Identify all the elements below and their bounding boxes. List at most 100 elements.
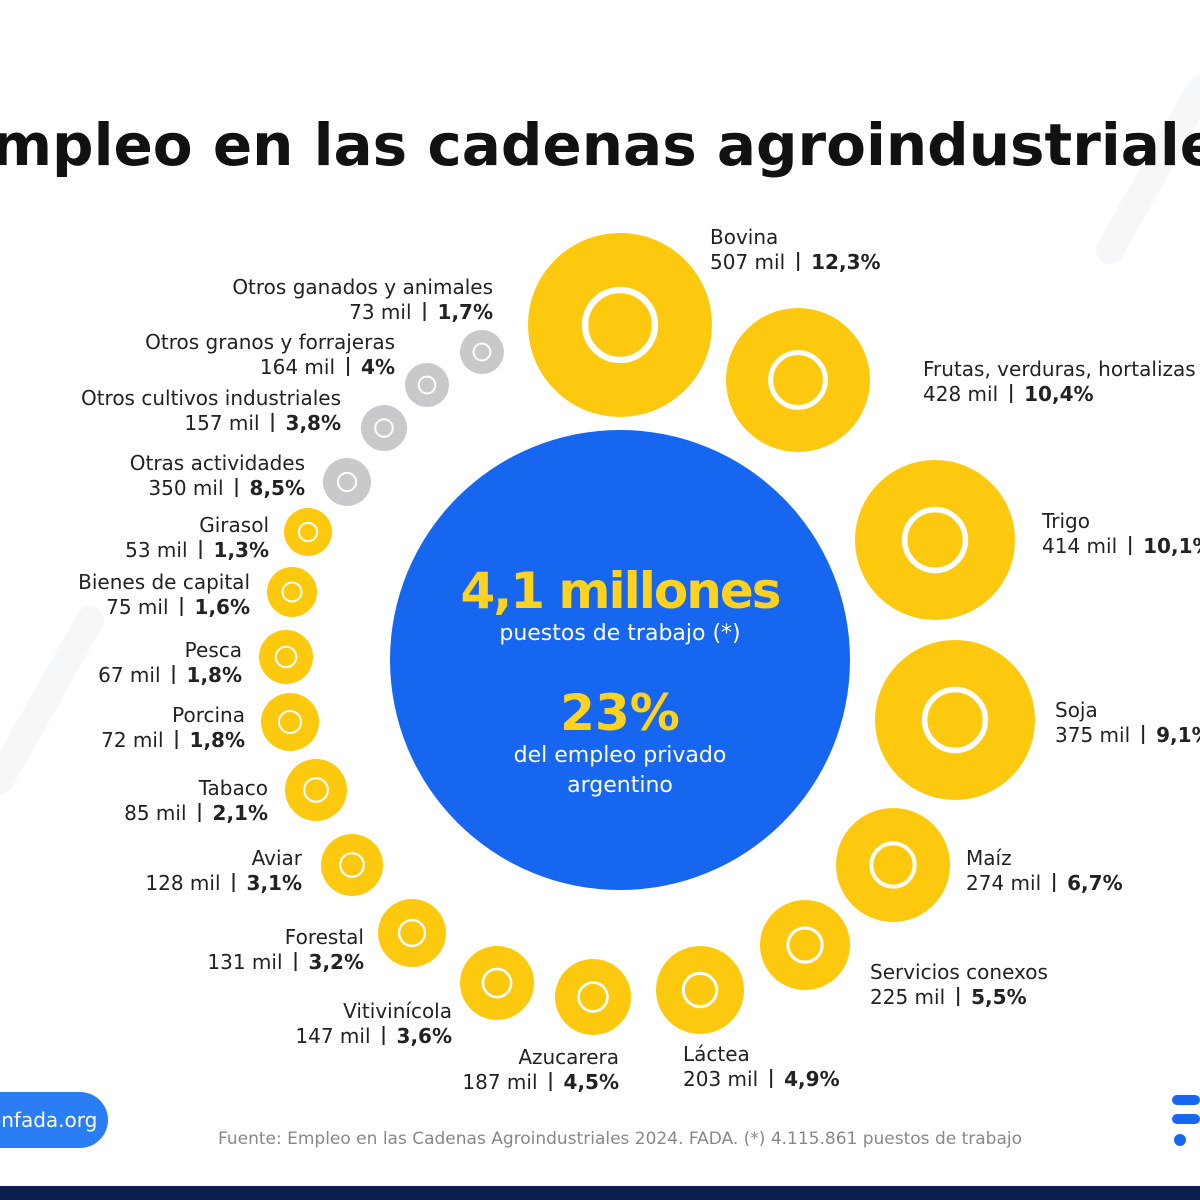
item-circle bbox=[284, 508, 332, 556]
item-name: Pesca bbox=[185, 638, 242, 662]
item-share: 5,5% bbox=[971, 985, 1026, 1009]
headline-sub: puestos de trabajo (*) bbox=[499, 621, 740, 646]
item-circle bbox=[760, 900, 850, 990]
item-name: Tabaco bbox=[198, 776, 268, 800]
item-jobs: 350 mil bbox=[148, 476, 223, 500]
item-jobs: 157 mil bbox=[184, 411, 259, 435]
item-circle bbox=[726, 308, 870, 452]
item-jobs: 53 mil bbox=[125, 538, 187, 562]
item-jobs: 147 mil bbox=[295, 1024, 370, 1048]
item-share: 4,9% bbox=[784, 1067, 839, 1091]
item-share: 1,7% bbox=[438, 300, 493, 324]
item-jobs: 164 mil bbox=[260, 355, 335, 379]
item-name: Aviar bbox=[252, 846, 303, 870]
item-icon bbox=[581, 286, 659, 364]
item-icon bbox=[786, 926, 824, 964]
item-jobs: 128 mil bbox=[145, 871, 220, 895]
item-name: Bienes de capital bbox=[78, 570, 250, 594]
item-circle bbox=[460, 330, 504, 374]
item-icon bbox=[901, 506, 969, 574]
item-jobs: 67 mil bbox=[98, 663, 160, 687]
item-jobs: 85 mil bbox=[124, 801, 186, 825]
item-name: Soja bbox=[1055, 698, 1098, 722]
item-icon bbox=[336, 471, 358, 493]
item-icon bbox=[869, 841, 917, 889]
item-share: 6,7% bbox=[1067, 871, 1122, 895]
item-name: Otros granos y forrajeras bbox=[145, 330, 395, 354]
item-icon bbox=[277, 709, 303, 735]
item-name: Frutas, verduras, hortalizas bbox=[923, 357, 1196, 381]
item-icon bbox=[472, 342, 492, 362]
title: Empleo en las cadenas agroindustriales bbox=[0, 111, 1200, 179]
item-jobs: 187 mil bbox=[462, 1070, 537, 1094]
item-share: 2,1% bbox=[213, 801, 268, 825]
item-circle bbox=[855, 460, 1015, 620]
item-share: 10,4% bbox=[1024, 382, 1093, 406]
item-name: Girasol bbox=[199, 513, 269, 537]
item-circle bbox=[267, 567, 317, 617]
item-circle bbox=[405, 363, 449, 407]
item-circle bbox=[323, 458, 371, 506]
item-icon bbox=[921, 686, 989, 754]
item-icon bbox=[577, 981, 609, 1013]
item-name: Vitivinícola bbox=[343, 999, 452, 1023]
item-share: 3,8% bbox=[286, 411, 341, 435]
item-icon bbox=[397, 918, 427, 948]
item-name: Porcina bbox=[172, 703, 245, 727]
share-sub: argentino bbox=[567, 773, 673, 798]
item-jobs: 274 mil bbox=[966, 871, 1041, 895]
item-name: Otras actividades bbox=[130, 451, 305, 475]
item-share: 3,6% bbox=[397, 1024, 452, 1048]
site-pill bbox=[0, 1092, 108, 1148]
share: 23% bbox=[560, 684, 680, 742]
item-name: Bovina bbox=[710, 225, 778, 249]
item-jobs: 225 mil bbox=[870, 985, 945, 1009]
center-circle bbox=[390, 430, 850, 890]
item-share: 3,2% bbox=[309, 950, 364, 974]
item-share: 1,8% bbox=[187, 663, 242, 687]
item-icon bbox=[417, 375, 437, 395]
item-circle bbox=[361, 405, 407, 451]
item-share: 12,3% bbox=[811, 250, 880, 274]
share-sub: del empleo privado bbox=[514, 743, 727, 768]
item-jobs: 203 mil bbox=[683, 1067, 758, 1091]
item-name: Otros ganados y animales bbox=[232, 275, 493, 299]
item-icon bbox=[303, 777, 329, 803]
item-circle bbox=[321, 834, 383, 896]
item-share: 8,5% bbox=[250, 476, 305, 500]
item-circle bbox=[460, 946, 534, 1020]
item-icon bbox=[274, 645, 298, 669]
item-circle bbox=[285, 759, 347, 821]
source: Fuente: Empleo en las Cadenas Agroindust… bbox=[218, 1129, 1022, 1149]
item-circle bbox=[555, 959, 631, 1035]
item-circle bbox=[261, 693, 319, 751]
item-jobs: 131 mil bbox=[207, 950, 282, 974]
item-name: Otros cultivos industriales bbox=[81, 386, 341, 410]
item-jobs: 375 mil bbox=[1055, 723, 1130, 747]
item-circle bbox=[378, 899, 446, 967]
logo bbox=[1172, 1095, 1200, 1146]
item-icon bbox=[481, 967, 513, 999]
item-icon bbox=[374, 418, 394, 438]
item-circle bbox=[836, 808, 950, 922]
item-share: 4,5% bbox=[564, 1070, 619, 1094]
item-share: 10,1% bbox=[1143, 534, 1200, 558]
item-share: 3,1% bbox=[247, 871, 302, 895]
item-circle bbox=[528, 233, 712, 417]
item-circle bbox=[259, 630, 313, 684]
item-icon bbox=[681, 971, 719, 1009]
item-jobs: 72 mil bbox=[101, 728, 163, 752]
item-share: 1,3% bbox=[214, 538, 269, 562]
decoration bbox=[0, 76, 1200, 794]
item-circle bbox=[656, 946, 744, 1034]
item-jobs: 414 mil bbox=[1042, 534, 1117, 558]
site: confada.org bbox=[0, 1108, 97, 1132]
item-icon bbox=[281, 581, 303, 603]
item-jobs: 75 mil bbox=[106, 595, 168, 619]
item-jobs: 428 mil bbox=[923, 382, 998, 406]
item-name: Forestal bbox=[285, 925, 364, 949]
item-share: 1,6% bbox=[195, 595, 250, 619]
item-name: Maíz bbox=[966, 846, 1012, 870]
item-name: Servicios conexos bbox=[870, 960, 1048, 984]
